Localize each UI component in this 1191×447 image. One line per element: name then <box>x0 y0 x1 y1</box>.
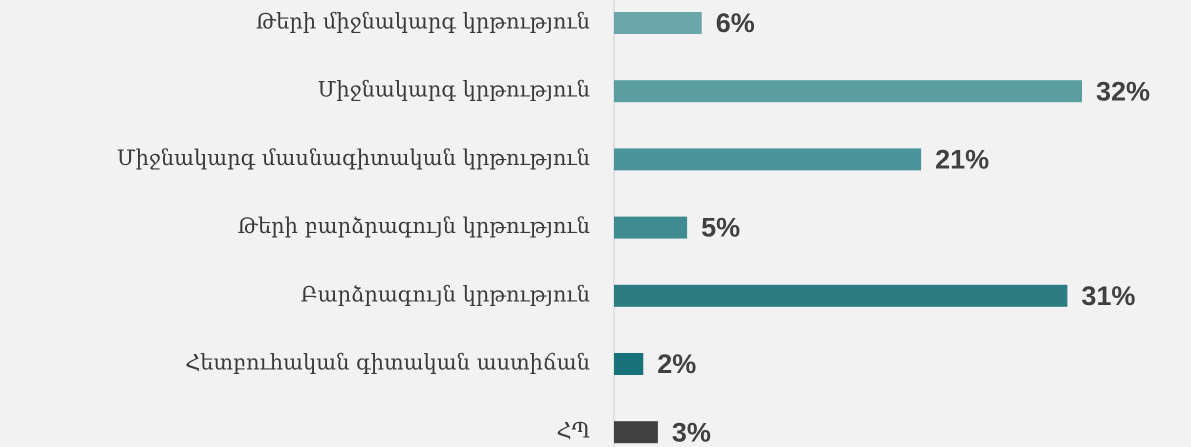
bar <box>614 80 1082 103</box>
category-label: Թերի միջնակարգ կրթություն <box>256 10 590 34</box>
value-label: 21% <box>935 145 989 175</box>
category-label: Միջնակարգ կրթություն <box>318 78 590 102</box>
category-label: Միջնակարգ մասնագիտական կրթություն <box>117 146 590 170</box>
category-label: Թերի բարձրագույն կրթություն <box>238 214 590 238</box>
value-label: 31% <box>1081 281 1135 311</box>
bar <box>614 421 658 444</box>
value-label: 5% <box>701 213 740 243</box>
value-label: 2% <box>657 349 696 379</box>
bar <box>614 148 922 171</box>
value-label: 6% <box>716 8 755 38</box>
bar <box>614 284 1068 307</box>
category-label: ՀՊ <box>557 419 590 443</box>
bar <box>614 353 644 375</box>
category-label: Բարձրագույն կրթություն <box>301 282 590 306</box>
value-label: 32% <box>1096 76 1150 106</box>
category-label: Հետբուհական գիտական աստիճան <box>185 351 590 375</box>
bar <box>614 216 688 239</box>
value-label: 3% <box>672 417 711 447</box>
bar <box>614 12 702 34</box>
